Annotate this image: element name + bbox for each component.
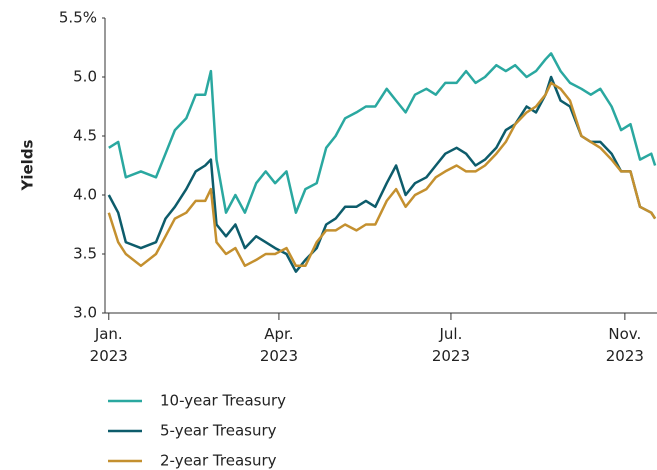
y-tick-label: 3.5 xyxy=(73,245,97,263)
legend-label: 5-year Treasury xyxy=(160,422,277,440)
line-series xyxy=(107,75,657,273)
x-tick-label: Nov. 2023 xyxy=(605,325,644,365)
y-tick-label: 5.5% xyxy=(59,9,97,27)
x-tick-label: Jan. 2023 xyxy=(89,325,128,365)
x-tick-label: Jul. 2023 xyxy=(431,325,471,365)
line-series xyxy=(108,52,657,214)
y-tick-label: 3.0 xyxy=(73,304,97,322)
x-tick-label: Apr. 2023 xyxy=(259,325,298,365)
y-tick-label: 4.0 xyxy=(73,186,97,204)
line-series xyxy=(107,81,657,268)
y-axis-label: Yields xyxy=(19,139,37,191)
y-tick-label: 5.0 xyxy=(73,68,97,86)
y-tick-label: 4.5 xyxy=(73,127,97,145)
legend-label: 10-year Treasury xyxy=(160,392,286,410)
legend-label: 2-year Treasury xyxy=(160,452,277,470)
